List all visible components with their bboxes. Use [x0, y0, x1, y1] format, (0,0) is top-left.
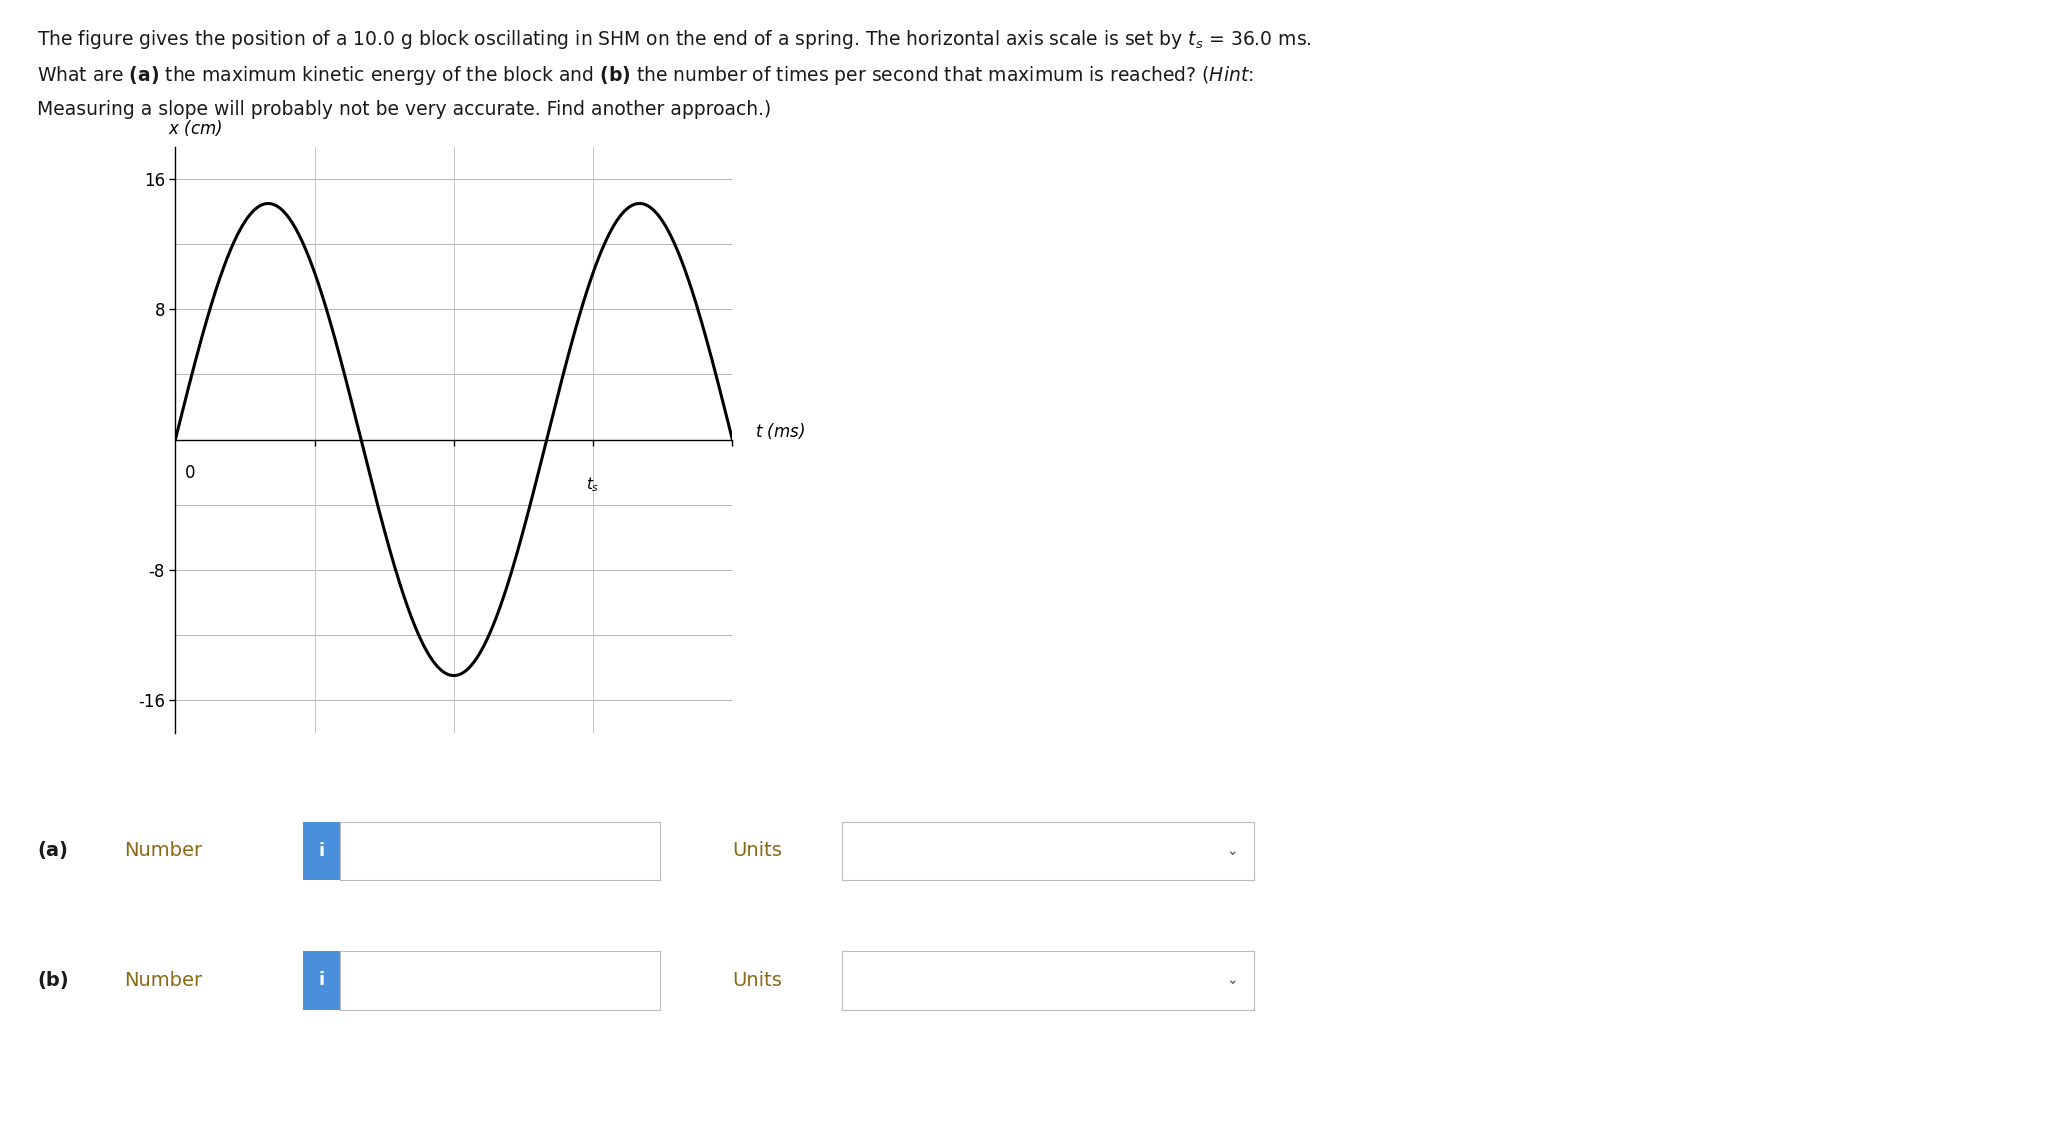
Text: Measuring a slope will probably not be very accurate. Find another approach.): Measuring a slope will probably not be v…: [37, 100, 772, 119]
Text: (a): (a): [37, 842, 68, 860]
Text: $x$ (cm): $x$ (cm): [167, 118, 223, 139]
Text: Number: Number: [124, 971, 202, 990]
Text: 0: 0: [186, 464, 196, 482]
Text: $t$ (ms): $t$ (ms): [755, 421, 805, 442]
Text: ⌄: ⌄: [1225, 974, 1238, 987]
Text: Number: Number: [124, 842, 202, 860]
Text: The figure gives the position of a 10.0 g block oscillating in SHM on the end of: The figure gives the position of a 10.0 …: [37, 28, 1312, 51]
Text: ⌄: ⌄: [1225, 844, 1238, 858]
Text: (b): (b): [37, 971, 68, 990]
Text: Units: Units: [732, 842, 782, 860]
Text: i: i: [320, 971, 324, 990]
Text: i: i: [320, 842, 324, 860]
Text: Units: Units: [732, 971, 782, 990]
Text: What are $\bf{(a)}$ the maximum kinetic energy of the block and $\bf{(b)}$ the n: What are $\bf{(a)}$ the maximum kinetic …: [37, 64, 1254, 87]
Text: $t_s$: $t_s$: [586, 476, 600, 494]
